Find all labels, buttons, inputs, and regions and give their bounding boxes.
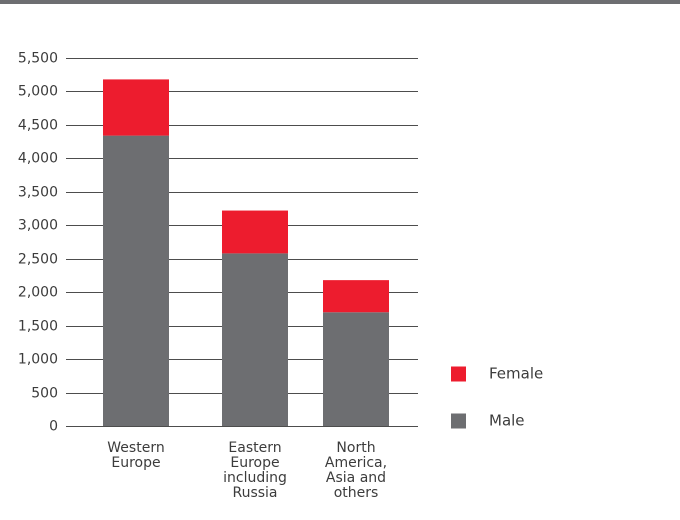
category-label-1-line-0: Eastern xyxy=(228,440,281,456)
category-label-0-line-0: Western xyxy=(107,440,164,456)
top-rule xyxy=(0,0,680,4)
legend-swatch-female xyxy=(451,366,466,382)
category-label-1-line-1: Europe xyxy=(230,455,279,471)
legend-label-female: Female xyxy=(489,365,543,383)
y-tick-label-4500: 4,500 xyxy=(18,118,58,134)
legend-label-male: Male xyxy=(489,412,525,430)
category-label-1-line-3: Russia xyxy=(232,485,277,501)
y-tick-label-3000: 3,000 xyxy=(18,218,58,234)
y-tick-label-1500: 1,500 xyxy=(18,319,58,335)
x-axis-category-labels: WesternEuropeEasternEuropeincludingRussi… xyxy=(107,440,387,501)
category-label-2-line-3: others xyxy=(334,485,379,501)
category-label-1-line-2: including xyxy=(223,470,287,486)
y-axis-tick-labels: 0 500 1,000 1,500 2,000 2,500 3,000 3,500 4,000 4… xyxy=(18,51,58,435)
bar-female-2 xyxy=(323,280,389,313)
y-tick-label-2500: 2,500 xyxy=(18,252,58,268)
y-tick-label-0: 0 xyxy=(49,419,58,435)
category-label-2-line-0: North xyxy=(336,440,375,456)
y-tick-label-5000: 5,000 xyxy=(18,84,58,100)
y-tick-label-4000: 4,000 xyxy=(18,151,58,167)
legend: Female Male xyxy=(451,365,543,430)
bar-female-1 xyxy=(222,210,288,254)
bar-male-2 xyxy=(323,312,389,426)
category-label-0-line-1: Europe xyxy=(111,455,160,471)
y-tick-label-1000: 1,000 xyxy=(18,352,58,368)
category-label-2-line-2: Asia and xyxy=(326,470,386,486)
y-tick-label-5500: 5,500 xyxy=(18,51,58,67)
bar-male-1 xyxy=(222,253,288,426)
y-tick-label-3500: 3,500 xyxy=(18,185,58,201)
bar-female-0 xyxy=(103,79,169,136)
bar-male-0 xyxy=(103,135,169,426)
category-label-2-line-1: America, xyxy=(325,455,387,471)
bars xyxy=(103,79,389,426)
y-tick-label-500: 500 xyxy=(31,386,58,402)
legend-swatch-male xyxy=(451,413,466,429)
y-tick-label-2000: 2,000 xyxy=(18,285,58,301)
